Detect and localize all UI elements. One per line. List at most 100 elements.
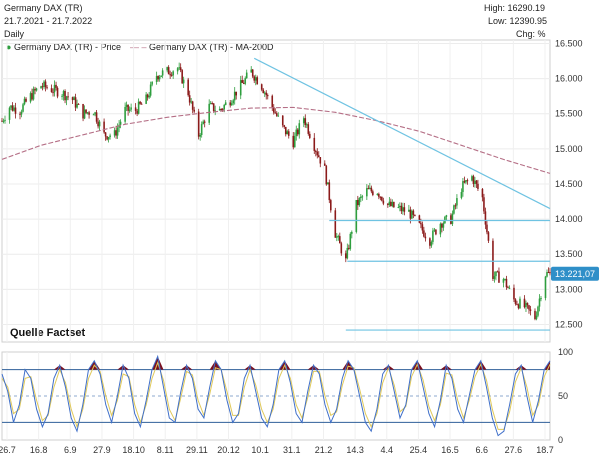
candle-body: [169, 74, 171, 76]
price-candle: [32, 86, 35, 101]
candle-body: [439, 223, 442, 235]
y-tick-label: 12.500: [555, 319, 583, 329]
candle-body: [302, 118, 305, 124]
price-candle: [498, 267, 500, 283]
date-range: 21.7.2021 - 21.7.2022: [4, 16, 93, 26]
y-tick-label: 13.500: [555, 249, 583, 259]
candle-body: [214, 110, 216, 112]
candle-body: [256, 77, 259, 85]
candle-body: [418, 215, 421, 223]
price-candle: [230, 100, 233, 106]
candle-body: [508, 287, 511, 289]
price-candle: [463, 176, 466, 184]
price-candle: [211, 101, 213, 105]
osc-y-tick-label: 0: [558, 435, 563, 445]
price-candle: [433, 227, 436, 233]
price-candle: [128, 106, 131, 113]
chart-title: Germany DAX (TR): [4, 3, 83, 13]
candle-body: [442, 223, 445, 228]
candle-body: [414, 214, 416, 216]
price-candle: [74, 93, 77, 112]
price-candle: [115, 125, 117, 139]
price-candle: [355, 199, 358, 234]
candle-body: [496, 271, 499, 273]
x-tick-label: 16.8: [30, 445, 48, 455]
x-tick-label: 31.1: [283, 445, 301, 455]
candle-body: [358, 198, 361, 206]
candle-body: [25, 98, 27, 102]
candle-body: [88, 112, 90, 115]
price-candle: [160, 75, 162, 78]
price-candle: [507, 285, 509, 289]
candle-body: [281, 115, 284, 126]
price-candle: [61, 93, 63, 100]
price-candle: [266, 93, 269, 100]
price-candle: [182, 76, 185, 89]
candle-body: [432, 230, 434, 242]
candle-body: [109, 135, 111, 138]
price-candle: [199, 133, 201, 141]
price-candle: [513, 284, 515, 303]
candle-body: [471, 176, 473, 181]
candle-body: [351, 231, 353, 234]
candle-body: [83, 109, 86, 119]
candle-body: [176, 68, 179, 72]
x-tick-label: 16.5: [441, 445, 459, 455]
price-candle: [53, 80, 56, 97]
candle-body: [540, 298, 542, 300]
candle-body: [361, 196, 364, 198]
candle-body: [336, 236, 338, 238]
candle-body: [140, 103, 143, 105]
y-tick-label: 15.000: [555, 144, 583, 154]
candle-body: [253, 76, 256, 81]
candle-body: [454, 205, 457, 207]
candle-body: [308, 133, 311, 138]
price-candle: [337, 234, 340, 241]
interval-label: Daily: [4, 29, 25, 39]
candle-body: [366, 188, 368, 197]
candle-body: [67, 96, 69, 98]
candle-body: [161, 70, 164, 76]
price-candle: [155, 71, 158, 85]
candle-body: [220, 108, 222, 110]
candle-body: [535, 315, 538, 320]
candle-body: [127, 104, 129, 111]
price-candle: [88, 110, 90, 119]
candle-body: [187, 79, 189, 96]
candle-body: [97, 121, 99, 127]
candle-body: [378, 193, 380, 197]
candle-body: [107, 137, 110, 140]
candle-body: [403, 207, 406, 212]
price-candle: [64, 89, 66, 104]
price-candle: [466, 178, 469, 185]
price-candle: [474, 176, 476, 188]
candle-body: [224, 102, 227, 105]
price-candle: [402, 202, 404, 215]
price-candle: [330, 198, 332, 213]
candle-body: [20, 111, 23, 115]
price-candle: [67, 92, 69, 101]
candle-body: [450, 215, 452, 224]
price-candle: [8, 106, 11, 124]
candle-body: [487, 232, 490, 241]
candle-body: [346, 247, 349, 259]
candle-body: [71, 97, 74, 101]
y-tick-label: 16.500: [555, 39, 583, 49]
price-candle: [435, 229, 437, 236]
candle-body: [211, 103, 213, 105]
candle-body: [460, 192, 463, 199]
price-candle: [146, 93, 149, 101]
price-candle: [361, 194, 364, 201]
candle-body: [271, 95, 274, 108]
candle-body: [325, 165, 328, 185]
x-tick-label: 18.7: [536, 445, 554, 455]
price-candle: [317, 151, 320, 158]
candle-body: [44, 81, 47, 88]
candle-body: [166, 67, 168, 71]
candle-body: [232, 100, 235, 104]
price-candle: [339, 232, 341, 244]
candle-body: [493, 276, 496, 279]
price-candle: [97, 117, 99, 129]
price-candle: [1, 118, 3, 122]
price-candle: [529, 305, 532, 316]
